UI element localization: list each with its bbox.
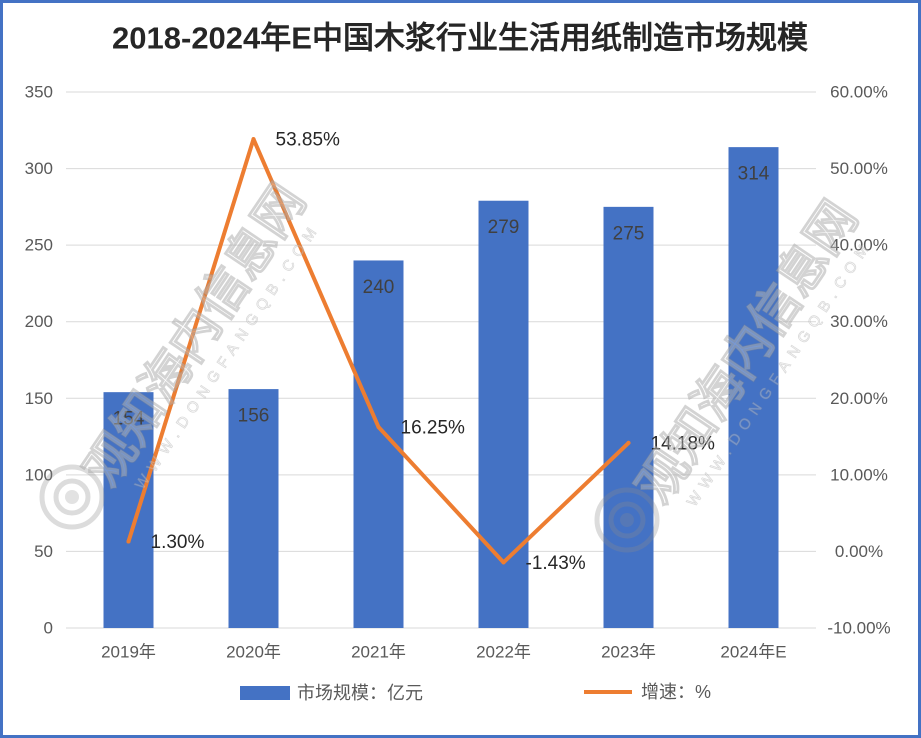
watermark-logo-inner-ring: [608, 501, 646, 539]
x-tick-label: 2019年: [101, 643, 156, 662]
line-data-label: 1.30%: [151, 532, 205, 553]
x-tick-label: 2021年: [351, 643, 406, 662]
bar-data-label: 240: [363, 277, 395, 298]
legend-swatch-bar: [240, 686, 290, 700]
line-data-label: -1.43%: [526, 553, 586, 574]
y-left-tick-label: 350: [25, 83, 53, 102]
y-right-tick-label: 0.00%: [835, 542, 883, 561]
y-left-tick-label: 50: [34, 542, 53, 561]
y-left-tick-label: 0: [44, 619, 53, 638]
watermark-logo-ring: [594, 487, 660, 553]
bar: [228, 389, 279, 628]
bar-data-label: 156: [238, 406, 270, 427]
y-right-tick-label: 10.00%: [830, 465, 888, 484]
watermark-logo-icon: [39, 464, 105, 530]
y-right-tick-label: 30.00%: [830, 312, 888, 331]
bar: [103, 392, 154, 628]
bar-data-label: 279: [488, 217, 520, 238]
x-axis: 2019年 2020年 2021年 2022年 2023年 2024年E: [101, 643, 787, 662]
y-right-tick-label: 40.00%: [830, 236, 888, 255]
y-left-tick-label: 200: [25, 312, 53, 331]
x-tick-label: 2023年: [601, 643, 656, 662]
bar-series: [103, 147, 779, 629]
watermark-logo-dot: [620, 513, 634, 527]
bar: [728, 147, 779, 629]
line-point: [251, 137, 256, 142]
y-left-tick-label: 100: [25, 465, 53, 484]
line-data-labels: 1.30% 53.85% 16.25% -1.43% 14.18%: [151, 130, 716, 574]
bar-data-label: 314: [738, 164, 770, 185]
line-point: [501, 560, 506, 565]
y-left-tick-label: 150: [25, 389, 53, 408]
watermark-logo-ring: [39, 464, 105, 530]
line-point: [376, 425, 381, 429]
y-left-tick-label: 250: [25, 236, 53, 255]
legend: 市场规模：亿元 增速：%: [240, 682, 711, 703]
y-left-tick-label: 300: [25, 159, 53, 178]
line-series: [126, 137, 631, 565]
line-data-label: 14.18%: [651, 433, 716, 454]
bar-data-labels: 154 156 240 279 275 314: [113, 164, 770, 430]
line-point: [126, 539, 131, 544]
chart-title: 2018-2024年E中国木浆行业生活用纸制造市场规模: [112, 21, 808, 56]
watermark-logo-inner-ring: [53, 478, 91, 516]
x-tick-label: 2024年E: [720, 643, 786, 662]
x-tick-label: 2020年: [226, 643, 281, 662]
y-right-tick-label: 60.00%: [830, 83, 888, 102]
bar-data-label: 154: [113, 409, 145, 430]
line-data-label: 53.85%: [276, 130, 341, 151]
y-right-tick-label: 20.00%: [830, 389, 888, 408]
legend-label-line: 增速：%: [641, 682, 711, 702]
legend-label-bar: 市场规模：亿元: [297, 683, 423, 703]
y-right-tick-label: -10.00%: [827, 619, 890, 638]
y-right-tick-label: 50.00%: [830, 159, 888, 178]
gridlines: [66, 91, 816, 629]
y-axis-right: -10.00% 0.00% 10.00% 20.00% 30.00% 40.00% 50.0…: [827, 83, 890, 638]
y-axis-left: 0 50 100 150 200 250 300 350: [25, 83, 53, 638]
x-tick-label: 2022年: [476, 643, 531, 662]
bar: [478, 200, 529, 628]
watermark-logo-dot: [65, 490, 79, 504]
bar-data-label: 275: [613, 223, 645, 244]
watermark-logo-icon: [594, 487, 660, 553]
bar: [603, 206, 654, 628]
line-data-label: 16.25%: [401, 418, 466, 439]
line-point: [626, 440, 631, 445]
